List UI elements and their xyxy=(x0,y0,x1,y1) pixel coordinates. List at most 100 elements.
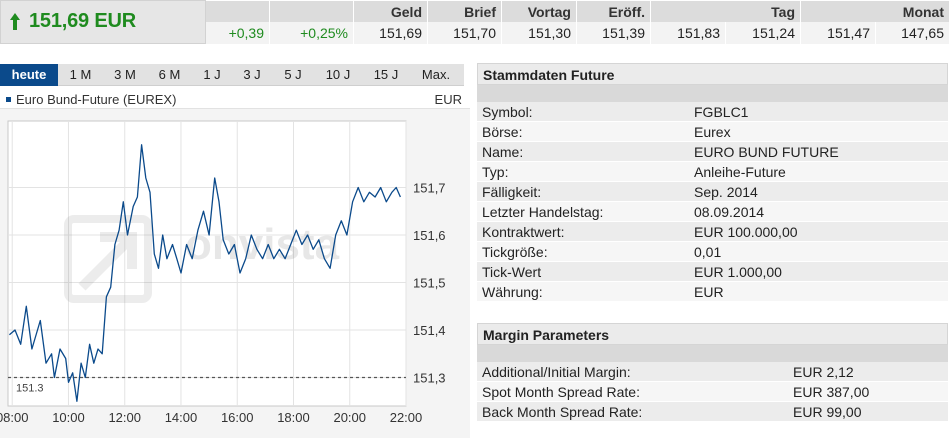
watermark-logo-icon xyxy=(64,215,152,303)
x-tick-label: 14:00 xyxy=(165,410,198,425)
x-tick-label: 20:00 xyxy=(333,410,366,425)
tab-5j[interactable]: 5 J xyxy=(284,67,302,82)
table-row: Börse: Eurex xyxy=(477,122,948,142)
tab-10j[interactable]: 10 J xyxy=(325,67,351,82)
quote-header-blank xyxy=(270,1,354,23)
tab-max[interactable]: Max. xyxy=(421,67,451,82)
period-tabs: heute 1 M 3 M 6 M 1 J 3 J 5 J 10 J 15 J … xyxy=(0,64,464,86)
table-row: Typ: Anleihe-Future xyxy=(477,162,948,182)
table-row: Tickgröße: 0,01 xyxy=(477,242,948,262)
y-tick-label: 151,6 xyxy=(413,228,446,243)
geld-value: 151,69 xyxy=(354,22,428,44)
tab-3m[interactable]: 3 M xyxy=(114,67,136,82)
row-value: FGBLC1 xyxy=(694,104,749,120)
row-value: EUR 99,00 xyxy=(793,404,862,420)
y-tick-label: 151,7 xyxy=(413,181,446,196)
quote-bar: 151,69 EUR Geld Brief Vortag Eröff. Tag … xyxy=(0,0,950,44)
monat-low-value: 147,65 xyxy=(876,22,950,44)
row-label: Währung: xyxy=(482,284,543,300)
row-value: Eurex xyxy=(694,124,731,140)
row-value: Sep. 2014 xyxy=(694,184,758,200)
price-box: 151,69 EUR xyxy=(0,0,206,44)
quote-header-tag: Tag xyxy=(651,1,801,23)
row-value: EURO BUND FUTURE xyxy=(694,144,839,160)
margin-title: Margin Parameters xyxy=(477,323,948,345)
table-row: Spot Month Spread Rate: EUR 387,00 xyxy=(477,382,948,402)
table-row: Tick-Wert EUR 1.000,00 xyxy=(477,262,948,282)
row-label: Kontraktwert: xyxy=(482,224,565,240)
vortag-value: 151,30 xyxy=(502,22,577,44)
price-chart[interactable]: onvista 151.3 08:00 10:00 12:00 14:00 16:00 1… xyxy=(0,108,470,438)
series-bullet-icon xyxy=(6,97,11,102)
change-percent: +0,25% xyxy=(270,22,354,44)
row-value: EUR 2,12 xyxy=(793,364,854,380)
row-label: Name: xyxy=(482,144,524,160)
table-row: Additional/Initial Margin: EUR 2,12 xyxy=(477,362,948,382)
row-label: Börse: xyxy=(482,124,523,140)
tab-3j[interactable]: 3 J xyxy=(243,67,261,82)
row-value: EUR xyxy=(694,284,724,300)
chart-header: Euro Bund-Future (EUREX) EUR xyxy=(0,91,464,109)
x-tick-label: 12:00 xyxy=(108,410,141,425)
brief-value: 151,70 xyxy=(428,22,502,44)
row-label: Back Month Spread Rate: xyxy=(482,404,643,420)
x-tick-label: 08:00 xyxy=(0,410,28,425)
table-divider xyxy=(477,85,948,102)
row-value: Anleihe-Future xyxy=(694,164,786,180)
row-label: Tick-Wert xyxy=(482,264,542,280)
tab-1m[interactable]: 1 M xyxy=(69,67,92,82)
tag-low-value: 151,24 xyxy=(726,22,801,44)
series-name: Euro Bund-Future (EUREX) xyxy=(16,92,177,107)
table-row: Letzter Handelstag: 08.09.2014 xyxy=(477,202,948,222)
y-tick-label: 151,3 xyxy=(413,371,446,386)
table-divider xyxy=(477,345,948,362)
quote-header-geld: Geld xyxy=(354,1,428,23)
quote-header-vortag: Vortag xyxy=(502,1,577,23)
row-label: Spot Month Spread Rate: xyxy=(482,384,640,400)
margin-table: Margin Parameters Additional/Initial Mar… xyxy=(477,323,948,422)
table-row: Währung: EUR xyxy=(477,282,948,302)
quote-header-monat: Monat xyxy=(801,1,950,23)
current-price: 151,69 EUR xyxy=(29,10,136,32)
x-tick-label: 18:00 xyxy=(277,410,310,425)
arrow-up-icon xyxy=(10,13,20,30)
tab-heute[interactable]: heute xyxy=(0,64,58,86)
stammdaten-title: Stammdaten Future xyxy=(477,63,948,85)
table-row: Symbol: FGBLC1 xyxy=(477,102,948,122)
x-tick-label: 10:00 xyxy=(52,410,85,425)
row-value: EUR 387,00 xyxy=(793,384,870,400)
table-row: Fälligkeit: Sep. 2014 xyxy=(477,182,948,202)
stammdaten-table: Stammdaten Future Symbol: FGBLC1 Börse: Eu… xyxy=(477,63,948,302)
tab-6m[interactable]: 6 M xyxy=(158,67,181,82)
row-label: Additional/Initial Margin: xyxy=(482,364,631,380)
plot-area xyxy=(7,120,407,407)
table-row: Back Month Spread Rate: EUR 99,00 xyxy=(477,402,948,422)
row-label: Symbol: xyxy=(482,104,533,120)
row-label: Fälligkeit: xyxy=(482,184,542,200)
x-tick-label: 16:00 xyxy=(221,410,254,425)
table-row: Name: EURO BUND FUTURE xyxy=(477,142,948,162)
chart-canvas: onvista 151.3 08:00 10:00 12:00 14:00 16:00 1… xyxy=(0,120,446,425)
row-value: EUR 1.000,00 xyxy=(694,264,782,280)
row-label: Tickgröße: xyxy=(482,244,548,260)
watermark-text: onvista xyxy=(185,220,340,269)
tab-15j[interactable]: 15 J xyxy=(373,67,399,82)
quote-header-brief: Brief xyxy=(428,1,502,23)
quote-header-eroeff: Eröff. xyxy=(577,1,651,23)
y-tick-label: 151,5 xyxy=(413,276,446,291)
change-absolute: +0,39 xyxy=(206,22,270,44)
row-value: 0,01 xyxy=(694,244,722,260)
tab-1j[interactable]: 1 J xyxy=(203,67,221,82)
tag-high-value: 151,83 xyxy=(651,22,726,44)
reference-label: 151.3 xyxy=(16,383,44,395)
row-label: Typ: xyxy=(482,164,509,180)
row-label: Letzter Handelstag: xyxy=(482,204,604,220)
row-value: 08.09.2014 xyxy=(694,204,765,220)
monat-high-value: 151,47 xyxy=(801,22,876,44)
x-tick-label: 22:00 xyxy=(390,410,423,425)
quote-header-blank xyxy=(206,1,270,23)
eroeff-value: 151,39 xyxy=(577,22,651,44)
chart-currency: EUR xyxy=(434,92,462,107)
table-row: Kontraktwert: EUR 100.000,00 xyxy=(477,222,948,242)
row-value: EUR 100.000,00 xyxy=(694,224,798,240)
